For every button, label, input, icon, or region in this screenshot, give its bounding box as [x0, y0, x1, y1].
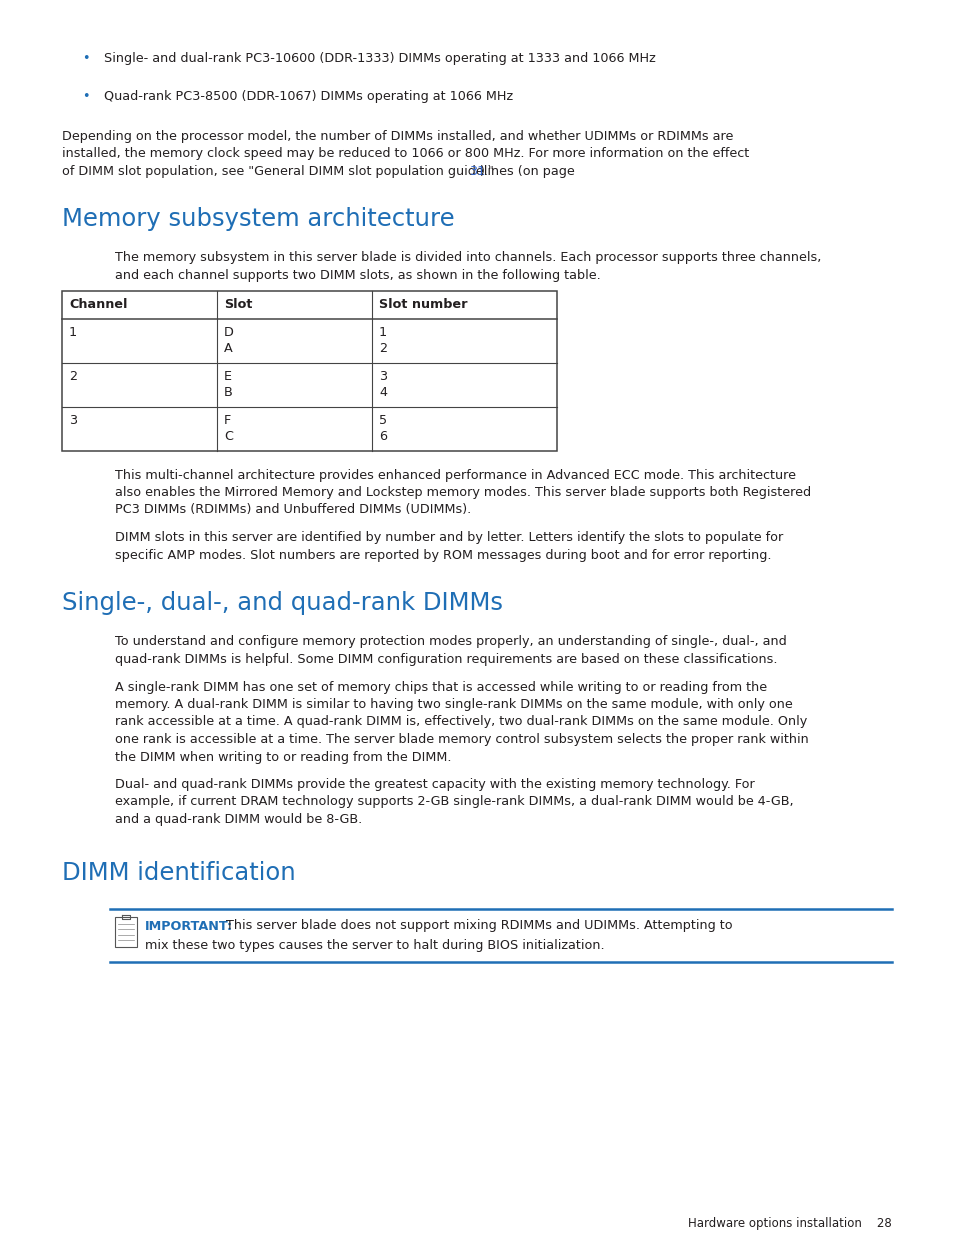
Text: •: • [82, 52, 90, 65]
Text: memory. A dual-rank DIMM is similar to having two single-rank DIMMs on the same : memory. A dual-rank DIMM is similar to h… [115, 698, 792, 711]
Text: 4: 4 [378, 387, 387, 399]
Text: This multi-channel architecture provides enhanced performance in Advanced ECC mo: This multi-channel architecture provides… [115, 468, 795, 482]
Text: Slot: Slot [224, 298, 253, 310]
Text: and a quad-rank DIMM would be 8-GB.: and a quad-rank DIMM would be 8-GB. [115, 813, 362, 826]
Text: quad-rank DIMMs is helpful. Some DIMM configuration requirements are based on th: quad-rank DIMMs is helpful. Some DIMM co… [115, 652, 777, 666]
Text: Memory subsystem architecture: Memory subsystem architecture [62, 207, 455, 231]
Text: Slot number: Slot number [378, 298, 467, 310]
Text: •: • [82, 90, 90, 103]
Bar [62, 290, 557, 451]
Text: 5: 5 [378, 414, 387, 426]
Text: also enables the Mirrored Memory and Lockstep memory modes. This server blade su: also enables the Mirrored Memory and Loc… [115, 487, 810, 499]
Text: The memory subsystem in this server blade is divided into channels. Each process: The memory subsystem in this server blad… [115, 251, 821, 264]
Text: Hardware options installation    28: Hardware options installation 28 [687, 1216, 891, 1230]
Text: 1: 1 [378, 326, 387, 338]
Text: DIMM slots in this server are identified by number and by letter. Letters identi: DIMM slots in this server are identified… [115, 531, 782, 545]
Text: This server blade does not support mixing RDIMMs and UDIMMs. Attempting to: This server blade does not support mixin… [218, 920, 732, 932]
Text: Single-, dual-, and quad-rank DIMMs: Single-, dual-, and quad-rank DIMMs [62, 592, 502, 615]
Text: Dual- and quad-rank DIMMs provide the greatest capacity with the existing memory: Dual- and quad-rank DIMMs provide the gr… [115, 778, 754, 790]
Text: A single-rank DIMM has one set of memory chips that is accessed while writing to: A single-rank DIMM has one set of memory… [115, 680, 766, 694]
Text: 2: 2 [378, 342, 387, 356]
Text: PC3 DIMMs (RDIMMs) and Unbuffered DIMMs (UDIMMs).: PC3 DIMMs (RDIMMs) and Unbuffered DIMMs … [115, 504, 471, 516]
Text: B: B [224, 387, 233, 399]
Text: E: E [224, 369, 232, 383]
Text: Depending on the processor model, the number of DIMMs installed, and whether UDI: Depending on the processor model, the nu… [62, 130, 733, 143]
Text: Channel: Channel [69, 298, 128, 310]
Text: 3: 3 [378, 369, 387, 383]
Text: rank accessible at a time. A quad-rank DIMM is, effectively, two dual-rank DIMMs: rank accessible at a time. A quad-rank D… [115, 715, 806, 729]
Text: 2: 2 [69, 369, 77, 383]
Text: example, if current DRAM technology supports 2-GB single-rank DIMMs, a dual-rank: example, if current DRAM technology supp… [115, 795, 793, 809]
Text: the DIMM when writing to or reading from the DIMM.: the DIMM when writing to or reading from… [115, 751, 451, 763]
Text: Single- and dual-rank PC3-10600 (DDR-1333) DIMMs operating at 1333 and 1066 MHz: Single- and dual-rank PC3-10600 (DDR-133… [104, 52, 655, 65]
Text: F: F [224, 414, 231, 426]
Text: DIMM identification: DIMM identification [62, 861, 295, 884]
Text: installed, the memory clock speed may be reduced to 1066 or 800 MHz. For more in: installed, the memory clock speed may be… [62, 147, 748, 161]
Text: To understand and configure memory protection modes properly, an understanding o: To understand and configure memory prote… [115, 635, 786, 648]
Text: C: C [224, 431, 233, 443]
Text: A: A [224, 342, 233, 356]
Text: 6: 6 [378, 431, 387, 443]
Text: 3: 3 [69, 414, 77, 426]
Text: mix these two types causes the server to halt during BIOS initialization.: mix these two types causes the server to… [145, 939, 604, 952]
Text: IMPORTANT:: IMPORTANT: [145, 920, 233, 932]
Text: 31: 31 [468, 165, 484, 178]
Text: one rank is accessible at a time. The server blade memory control subsystem sele: one rank is accessible at a time. The se… [115, 734, 808, 746]
Text: and each channel supports two DIMM slots, as shown in the following table.: and each channel supports two DIMM slots… [115, 268, 600, 282]
Text: ).": )." [478, 165, 494, 178]
Text: of DIMM slot population, see "General DIMM slot population guidelines (on page: of DIMM slot population, see "General DI… [62, 165, 578, 178]
Text: D: D [224, 326, 233, 338]
Text: Quad-rank PC3-8500 (DDR-1067) DIMMs operating at 1066 MHz: Quad-rank PC3-8500 (DDR-1067) DIMMs oper… [104, 90, 513, 103]
Text: 1: 1 [69, 326, 77, 338]
Text: specific AMP modes. Slot numbers are reported by ROM messages during boot and fo: specific AMP modes. Slot numbers are rep… [115, 550, 771, 562]
Bar [115, 916, 137, 946]
